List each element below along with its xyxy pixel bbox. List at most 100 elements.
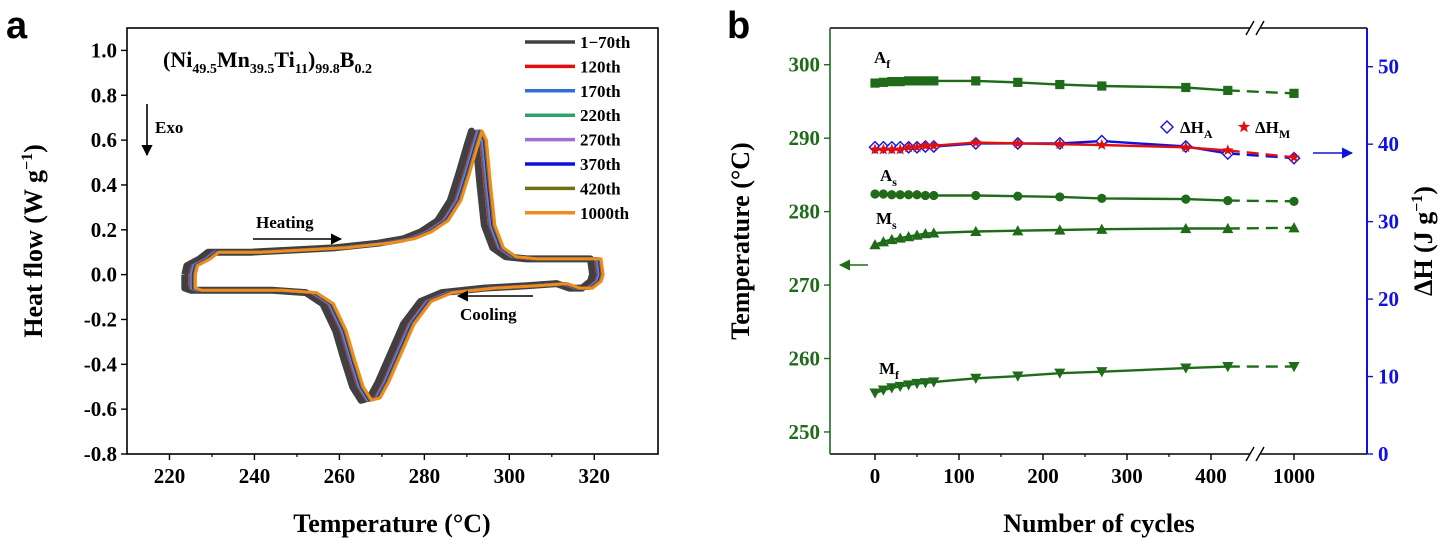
data-point — [870, 78, 880, 88]
data-point — [1012, 371, 1024, 382]
data-point — [1055, 79, 1065, 90]
data-point — [1096, 223, 1108, 234]
data-point — [895, 190, 905, 200]
data-point — [928, 227, 940, 238]
right-y-tick-label: 40 — [1378, 132, 1399, 156]
data-point — [1013, 77, 1023, 87]
x-tick-label: 100 — [943, 464, 975, 488]
left-y-tick-label: 290 — [789, 126, 821, 150]
series-dashed-line — [1227, 199, 1295, 203]
left-y-tick-label: 250 — [789, 420, 821, 444]
panel-b-series — [868, 76, 1301, 399]
data-point — [878, 77, 888, 87]
legend-dha-label: ΔHA — [1180, 118, 1213, 141]
legend-label: 120th — [580, 57, 621, 76]
x-tick-label: 200 — [1027, 464, 1059, 488]
series-Af — [870, 76, 1299, 98]
x-tick-label: 0 — [870, 464, 881, 488]
data-point — [1096, 367, 1108, 378]
data-point — [1223, 85, 1233, 96]
data-point — [903, 380, 915, 391]
panel-b-right-axis-title: ΔH (J g−1) — [1409, 186, 1438, 296]
right-y-tick-label: 0 — [1378, 442, 1389, 466]
panel-a-y-axis-title: Heat flow (W g−1) — [19, 144, 48, 338]
data-point — [1288, 222, 1300, 233]
heating-label: Heating — [256, 213, 314, 232]
data-point — [1289, 88, 1299, 98]
series-As — [870, 189, 1299, 206]
data-point — [870, 189, 880, 199]
data-point — [878, 189, 889, 199]
data-point — [971, 76, 981, 86]
legend-label: 420th — [580, 179, 621, 198]
data-point — [1097, 193, 1107, 203]
data-point — [970, 225, 982, 237]
label-mf: Mf — [879, 359, 900, 382]
data-point — [869, 388, 881, 399]
dsc-curve-1−70th — [181, 127, 597, 404]
data-point — [1012, 225, 1024, 236]
panel-a: a 220 240 260 280 300 320 -0.8 -0.6 -0.4 -0.2 0.0 0… — [6, 5, 659, 538]
data-point — [895, 77, 905, 87]
series-dashed-line — [1227, 89, 1295, 95]
series-dashed-line — [1227, 226, 1295, 230]
y-tick-label: 0.0 — [91, 263, 117, 287]
data-point — [970, 373, 982, 384]
panel-a-curves — [181, 127, 605, 404]
right-y-tick-label: 10 — [1378, 365, 1399, 389]
y-tick-label: -0.2 — [84, 307, 117, 331]
data-point — [894, 232, 906, 243]
panel-a-x-axis-title: Temperature (°C) — [293, 509, 490, 538]
legend-label: 1000th — [580, 204, 630, 223]
exo-label: Exo — [155, 118, 183, 137]
data-point — [911, 229, 923, 240]
label-af: Af — [874, 48, 891, 71]
data-point — [1054, 224, 1066, 235]
data-point — [886, 233, 898, 245]
data-point — [1181, 82, 1191, 93]
panel-a-legend: 1−70th 120th 170th 220th 270th 370th 420th 1000… — [525, 33, 631, 223]
panel-a-ticks: 220 240 260 280 300 320 -0.8 -0.6 -0.4 -0.2 0.0 0.2… — [84, 38, 610, 488]
data-point — [920, 190, 931, 201]
y-tick-label: 0.4 — [91, 173, 118, 197]
data-point — [1055, 192, 1065, 202]
legend-label: 270th — [580, 131, 621, 150]
data-point — [877, 143, 890, 155]
data-point — [1013, 191, 1023, 201]
data-point — [887, 190, 897, 200]
data-point — [1180, 363, 1192, 374]
series-ΔHM — [869, 136, 1300, 163]
y-tick-label: -0.4 — [84, 352, 118, 376]
dsc-curve-1000th — [193, 129, 605, 402]
data-point — [1222, 144, 1234, 156]
y-tick-label: 0.8 — [91, 83, 117, 107]
legend-dhm-label: ΔHM — [1255, 118, 1290, 141]
data-point — [902, 141, 915, 153]
x-tick-label: 1000 — [1273, 464, 1315, 488]
y-tick-label: -0.6 — [84, 397, 117, 421]
data-point — [886, 143, 898, 155]
x-tick-label: 300 — [494, 464, 526, 488]
data-point — [911, 141, 923, 153]
data-point — [919, 378, 931, 389]
data-point — [877, 385, 889, 396]
data-point — [869, 143, 881, 155]
data-point — [1096, 138, 1108, 150]
panel-b-legend: ΔHA ΔHM — [1160, 118, 1290, 141]
data-point — [1097, 81, 1107, 91]
x-tick-label: 300 — [1111, 464, 1143, 488]
panel-b-label: b — [727, 5, 750, 47]
series-dashed-line — [1227, 149, 1295, 159]
panel-b-ticks: 0 100 200 300 400 1000 250 260 270 280 290 300 0 10 20… — [789, 53, 1400, 488]
right-y-tick-label: 20 — [1378, 287, 1399, 311]
panel-b-left-axis-title: Temperature (°C) — [726, 142, 755, 339]
right-y-tick-label: 30 — [1378, 210, 1399, 234]
series-Mf — [869, 361, 1300, 399]
y-tick-label: 0.2 — [91, 218, 117, 242]
data-point — [1222, 361, 1234, 373]
y-tick-label: 1.0 — [91, 38, 117, 62]
x-tick-label: 260 — [324, 464, 356, 488]
panel-b-x-axis-title: Number of cycles — [1003, 509, 1195, 538]
x-tick-label: 400 — [1195, 464, 1227, 488]
